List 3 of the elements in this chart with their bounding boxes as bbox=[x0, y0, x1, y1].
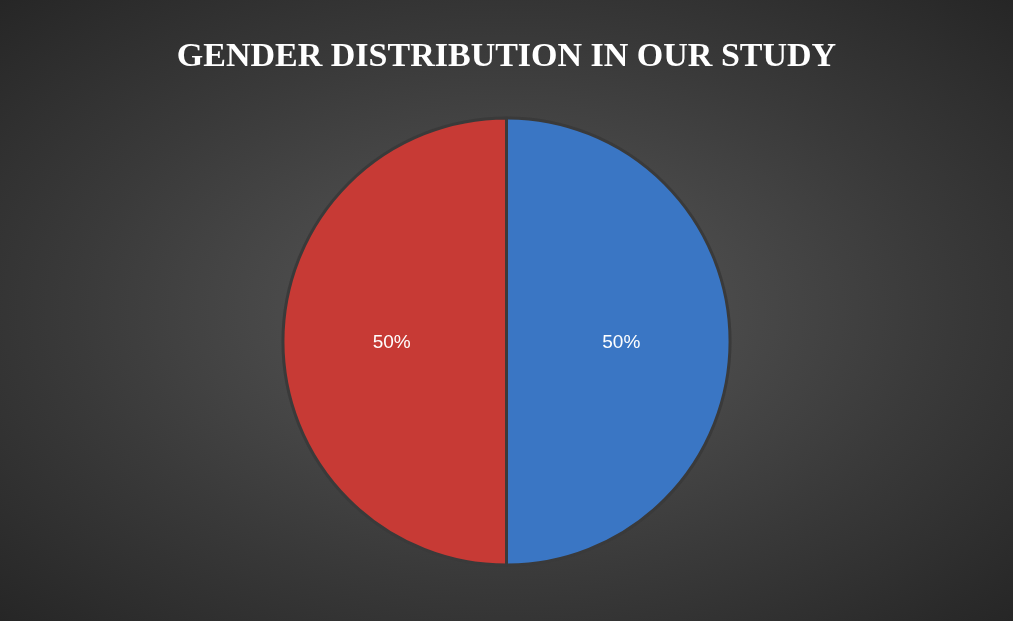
data-label: 50% bbox=[372, 331, 411, 353]
chart-title: GENDER DISTRIBUTION IN OUR STUDY bbox=[176, 35, 837, 73]
data-label: 50% bbox=[602, 331, 641, 353]
